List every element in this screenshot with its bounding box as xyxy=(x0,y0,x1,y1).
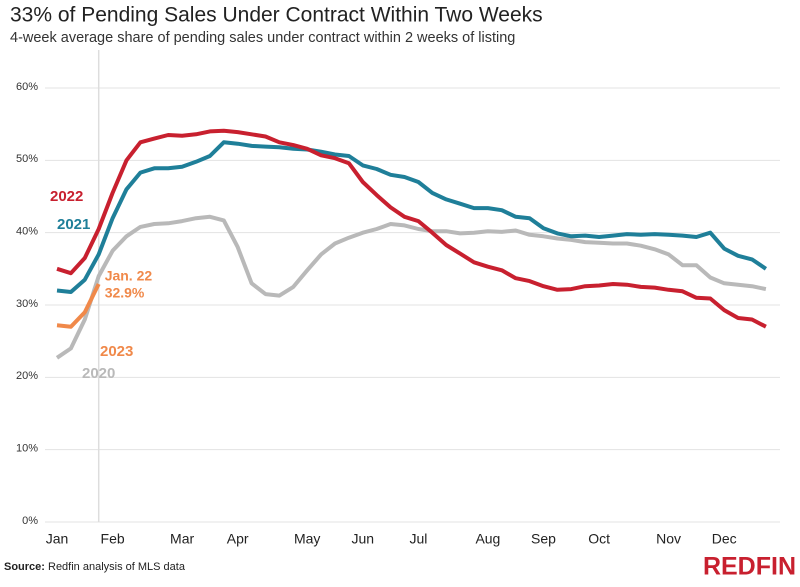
x-tick-label: Apr xyxy=(227,531,249,547)
line-series xyxy=(56,128,767,329)
y-tick-label: 10% xyxy=(16,443,38,455)
x-tick-label: Dec xyxy=(712,531,737,547)
y-tick-label: 50% xyxy=(16,153,38,165)
series-label: 2023 xyxy=(100,343,133,360)
x-tick-label: Jul xyxy=(409,531,427,547)
series-label: 2020 xyxy=(82,365,115,382)
x-tick-label: Mar xyxy=(170,531,194,547)
x-tick-label: Sep xyxy=(531,531,556,547)
x-tick-label: Jun xyxy=(352,531,375,547)
line-series xyxy=(56,140,768,294)
chart-subtitle: 4-week average share of pending sales un… xyxy=(10,30,515,46)
series-label: 2022 xyxy=(50,188,83,205)
annotation: Jan. 22 xyxy=(105,268,153,284)
y-tick-label: 60% xyxy=(16,81,38,93)
x-tick-label: Jan xyxy=(46,531,69,547)
y-tick-label: 30% xyxy=(16,298,38,310)
line-series xyxy=(55,214,767,360)
chart-title: 33% of Pending Sales Under Contract With… xyxy=(10,4,543,27)
y-tick-label: 0% xyxy=(22,515,38,527)
y-tick-label: 40% xyxy=(16,226,38,238)
x-tick-label: Aug xyxy=(475,531,500,547)
value-label: 32.9% xyxy=(105,285,145,301)
y-tick-label: 20% xyxy=(16,370,38,382)
source-label: Source: xyxy=(4,561,45,573)
x-tick-label: May xyxy=(294,531,320,547)
x-tick-label: Feb xyxy=(101,531,125,547)
line-series xyxy=(56,283,101,329)
source: Redfin analysis of MLS data xyxy=(48,561,186,573)
x-tick-label: Oct xyxy=(588,531,610,547)
x-tick-label: Nov xyxy=(656,531,681,547)
series-label: 2021 xyxy=(57,216,90,233)
brand-logo: REDFIN xyxy=(703,553,796,581)
